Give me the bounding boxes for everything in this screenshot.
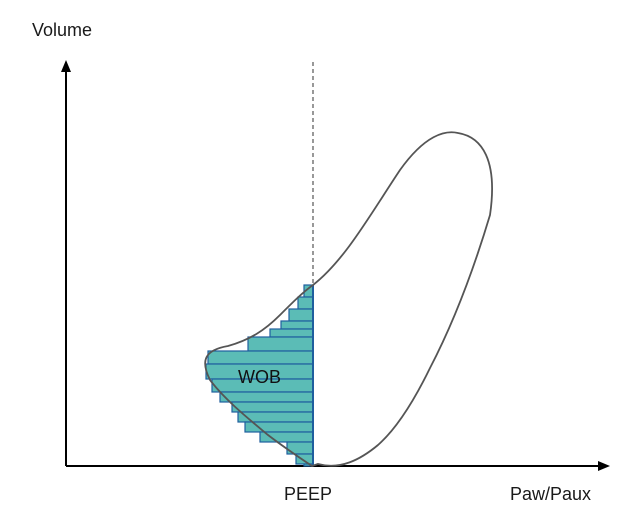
- wob-bar: [207, 350, 314, 365]
- wob-bar: [219, 391, 314, 403]
- wob-bars: [205, 284, 314, 467]
- y-axis-arrow: [61, 60, 71, 72]
- peep-label: PEEP: [284, 484, 333, 504]
- wob-bar: [280, 320, 314, 330]
- x-axis-label: Paw/Paux: [510, 484, 592, 504]
- wob-bar: [259, 431, 314, 443]
- x-axis-arrow: [598, 461, 610, 471]
- wob-bar: [237, 411, 314, 423]
- wob-bar: [297, 296, 314, 310]
- wob-bar: [247, 336, 314, 352]
- wob-bar: [295, 453, 314, 465]
- y-axis-label: Volume: [32, 20, 93, 40]
- wob-bar: [231, 401, 314, 413]
- pressure-volume-loop: [204, 131, 493, 467]
- wob-label: WOB: [238, 367, 281, 387]
- wob-bar: [288, 308, 314, 322]
- wob-bar: [269, 328, 314, 338]
